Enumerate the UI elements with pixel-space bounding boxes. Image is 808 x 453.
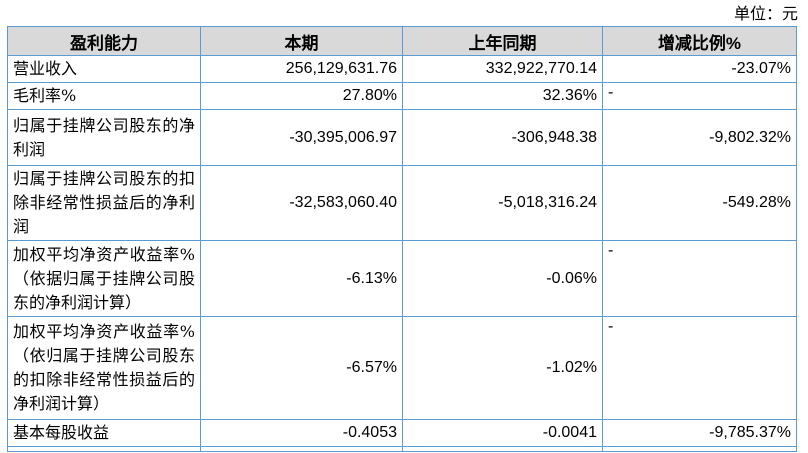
metric-label: 加权平均净资产收益率%（依据归属于挂牌公司股东的净利润计算） [7, 240, 201, 317]
metric-label: 归属于挂牌公司股东的扣除非经常性损益后的净利润 [7, 165, 201, 241]
change-ratio-value: - [602, 316, 797, 420]
prior-period-value: -0.0041 [402, 419, 603, 447]
change-ratio-value: - [602, 240, 797, 317]
current-period-value: 256,129,631.76 [200, 55, 403, 83]
prior-period-value: -1.02% [402, 316, 603, 420]
current-period-value: -30,395,006.97 [200, 109, 403, 166]
current-period-value: -6.13% [200, 240, 403, 317]
metric-label: 归属于挂牌公司股东的净利润 [7, 109, 201, 166]
metric-label: 加权平均净资产收益率%（依归属于挂牌公司股东的扣除非经常性损益后的净利润计算） [7, 316, 201, 420]
metric-label: 基本每股收益 [7, 419, 201, 447]
empty-cell [602, 446, 797, 452]
current-period-value: -6.57% [200, 316, 403, 420]
col-header-prior-period: 上年同期 [402, 26, 603, 56]
col-header-change-ratio: 增减比例% [602, 26, 797, 56]
empty-cell [7, 446, 201, 452]
col-header-profitability: 盈利能力 [7, 26, 201, 56]
table-row-weighted-roe-excl-nonrecurring: 加权平均净资产收益率%（依归属于挂牌公司股东的扣除非经常性损益后的净利润计算） … [7, 316, 797, 420]
change-ratio-value: -9,785.37% [602, 419, 797, 447]
table-header-row: 盈利能力 本期 上年同期 增减比例% [7, 26, 797, 56]
prior-period-value: -5,018,316.24 [402, 165, 603, 241]
table-row-weighted-roe: 加权平均净资产收益率%（依据归属于挂牌公司股东的净利润计算） -6.13% -0… [7, 240, 797, 317]
table-row-basic-eps: 基本每股收益 -0.4053 -0.0041 -9,785.37% [7, 419, 797, 447]
table-row-gross-margin: 毛利率% 27.80% 32.36% - [7, 82, 797, 110]
change-ratio-value: -549.28% [602, 165, 797, 241]
unit-label: 单位：元 [733, 4, 798, 23]
change-ratio-value: -9,802.32% [602, 109, 797, 166]
prior-period-value: 32.36% [402, 82, 603, 110]
prior-period-value: -306,948.38 [402, 109, 603, 166]
current-period-value: 27.80% [200, 82, 403, 110]
metric-label: 营业收入 [7, 55, 201, 83]
metric-label: 毛利率% [7, 82, 201, 110]
empty-cell [402, 446, 603, 452]
current-period-value: -0.4053 [200, 419, 403, 447]
table-row-revenue: 营业收入 256,129,631.76 332,922,770.14 -23.0… [7, 55, 797, 83]
change-ratio-value: - [602, 82, 797, 110]
current-period-value: -32,583,060.40 [200, 165, 403, 241]
prior-period-value: -0.06% [402, 240, 603, 317]
prior-period-value: 332,922,770.14 [402, 55, 603, 83]
change-ratio-value: -23.07% [602, 55, 797, 83]
table-row-net-profit: 归属于挂牌公司股东的净利润 -30,395,006.97 -306,948.38… [7, 109, 797, 166]
table-row-partial [7, 446, 797, 452]
profitability-table: 盈利能力 本期 上年同期 增减比例% 营业收入 256,129,631.76 3… [7, 26, 797, 452]
col-header-current-period: 本期 [200, 26, 403, 56]
empty-cell [200, 446, 403, 452]
table-row-net-profit-excl-nonrecurring: 归属于挂牌公司股东的扣除非经常性损益后的净利润 -32,583,060.40 -… [7, 165, 797, 241]
